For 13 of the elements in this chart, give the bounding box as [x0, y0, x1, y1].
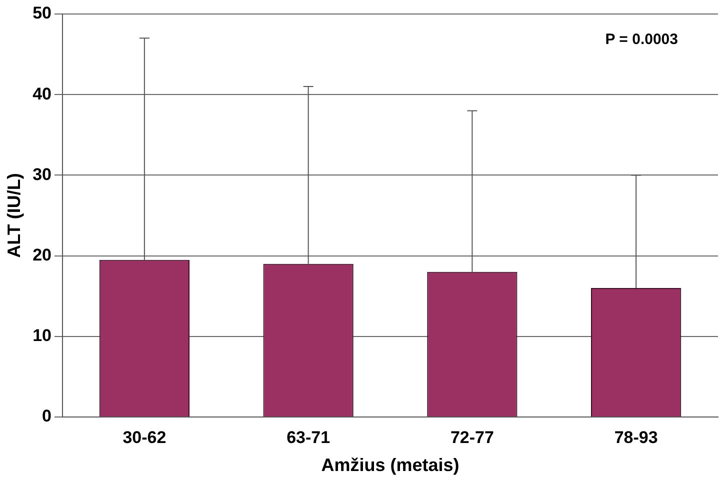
x-axis-title: Amžius (metais): [321, 455, 460, 476]
y-tick-label: 40: [32, 84, 52, 104]
annotation: P = 0.0003: [605, 31, 678, 48]
x-tick-label: 78-93: [614, 428, 658, 447]
x-tick-label: 30-62: [122, 428, 166, 447]
y-axis-title: ALT (IU/L): [4, 173, 24, 258]
x-tick-label: 72-77: [450, 428, 494, 447]
y-tick-label: 10: [32, 326, 52, 346]
x-tick-label: 63-71: [286, 428, 330, 447]
y-tick-label: 0: [42, 406, 52, 426]
y-tick-label: 50: [32, 4, 52, 23]
y-tick-label: 20: [32, 245, 52, 264]
y-tick-label: 30: [32, 164, 52, 184]
